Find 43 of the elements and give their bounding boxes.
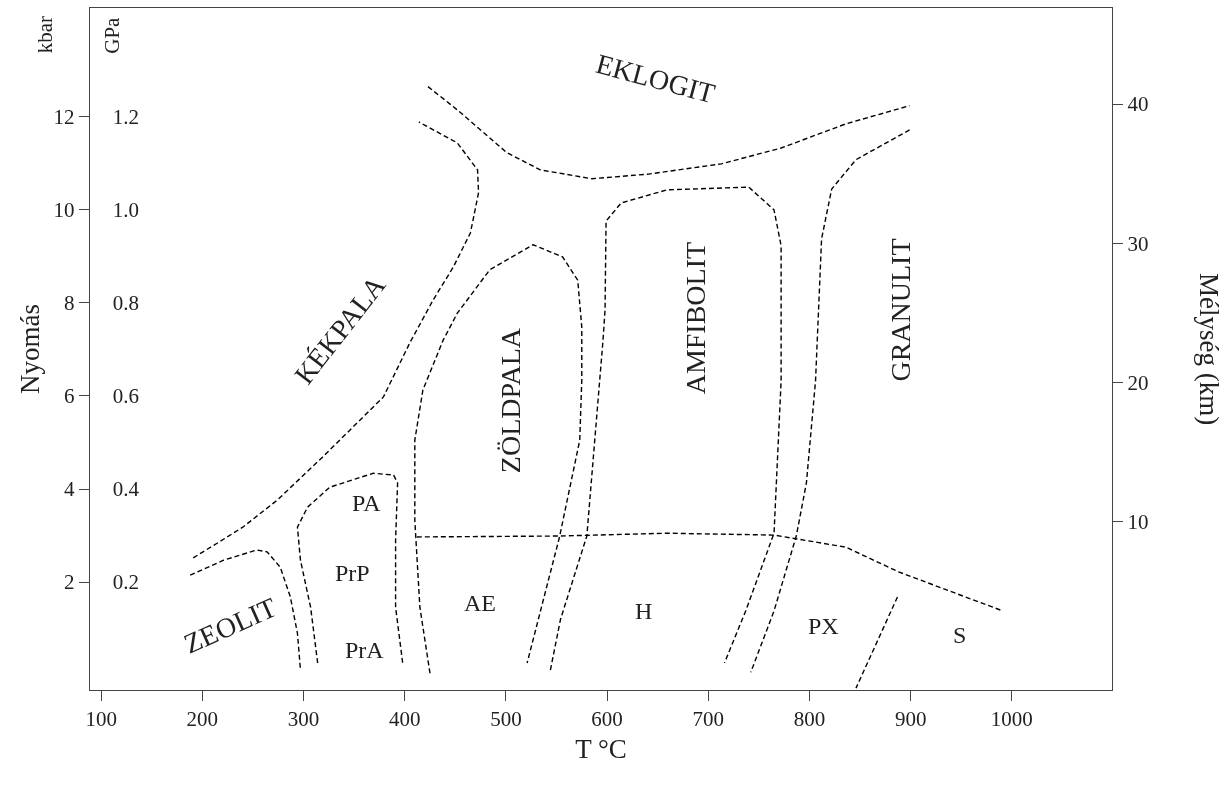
y2-tick-label: 40 <box>1127 92 1149 117</box>
annotation: PrP <box>335 560 370 586</box>
x-tick-label: 900 <box>894 707 927 732</box>
y3-tick-label: 1.0 <box>112 198 140 223</box>
annotation: S <box>953 622 967 648</box>
y2-tick-label: 20 <box>1127 370 1149 395</box>
annotation: AE <box>464 590 496 616</box>
x-tick-label: 700 <box>692 707 725 732</box>
y3-axis-title: GPa <box>100 16 125 54</box>
line-series <box>296 472 404 664</box>
annotation: PA <box>352 490 382 516</box>
y3-tick-label: 0.4 <box>112 477 140 502</box>
y-tick-label: 8 <box>64 291 75 316</box>
annotation: ZÖLDPALA <box>494 327 526 474</box>
y-tick-label: 4 <box>64 477 76 502</box>
text: kbar <box>32 15 57 54</box>
x-axis-title: T °C <box>575 733 627 764</box>
x-tick-label: 500 <box>490 707 522 732</box>
x-tick-label: 400 <box>388 707 421 732</box>
y-tick-label: 6 <box>64 384 75 409</box>
line-series <box>192 121 480 559</box>
y-tick-label: 12 <box>53 105 75 130</box>
y2-tick-label: 10 <box>1127 509 1149 534</box>
y2-tick-label: 30 <box>1127 231 1149 256</box>
annotation: PX <box>808 613 839 639</box>
x-tick-label: 100 <box>85 707 117 732</box>
y3-tick-label: 0.6 <box>112 384 140 409</box>
x-tick-label: 800 <box>793 707 826 732</box>
annotation: GRANULIT <box>885 238 917 382</box>
y3-tick-label: 1.2 <box>112 105 140 130</box>
y3-tick-label: 0.2 <box>112 570 140 595</box>
y3-tick-label: 0.8 <box>112 291 140 316</box>
annotation: H <box>635 598 653 624</box>
annotation: AMFIBOLIT <box>679 241 711 395</box>
y-tick-label: 2 <box>64 570 75 595</box>
y-tick-label: 10 <box>53 198 75 223</box>
y-axis-title: Nyomás <box>14 304 45 394</box>
annotation: PrA <box>345 637 385 663</box>
x-tick-label: 200 <box>186 707 219 732</box>
y2-axis-title: Mélység (km) <box>1194 272 1225 426</box>
x-tick-label: 1000 <box>990 707 1033 732</box>
x-tick-label: 300 <box>287 707 320 732</box>
x-tick-label: 600 <box>591 707 623 732</box>
